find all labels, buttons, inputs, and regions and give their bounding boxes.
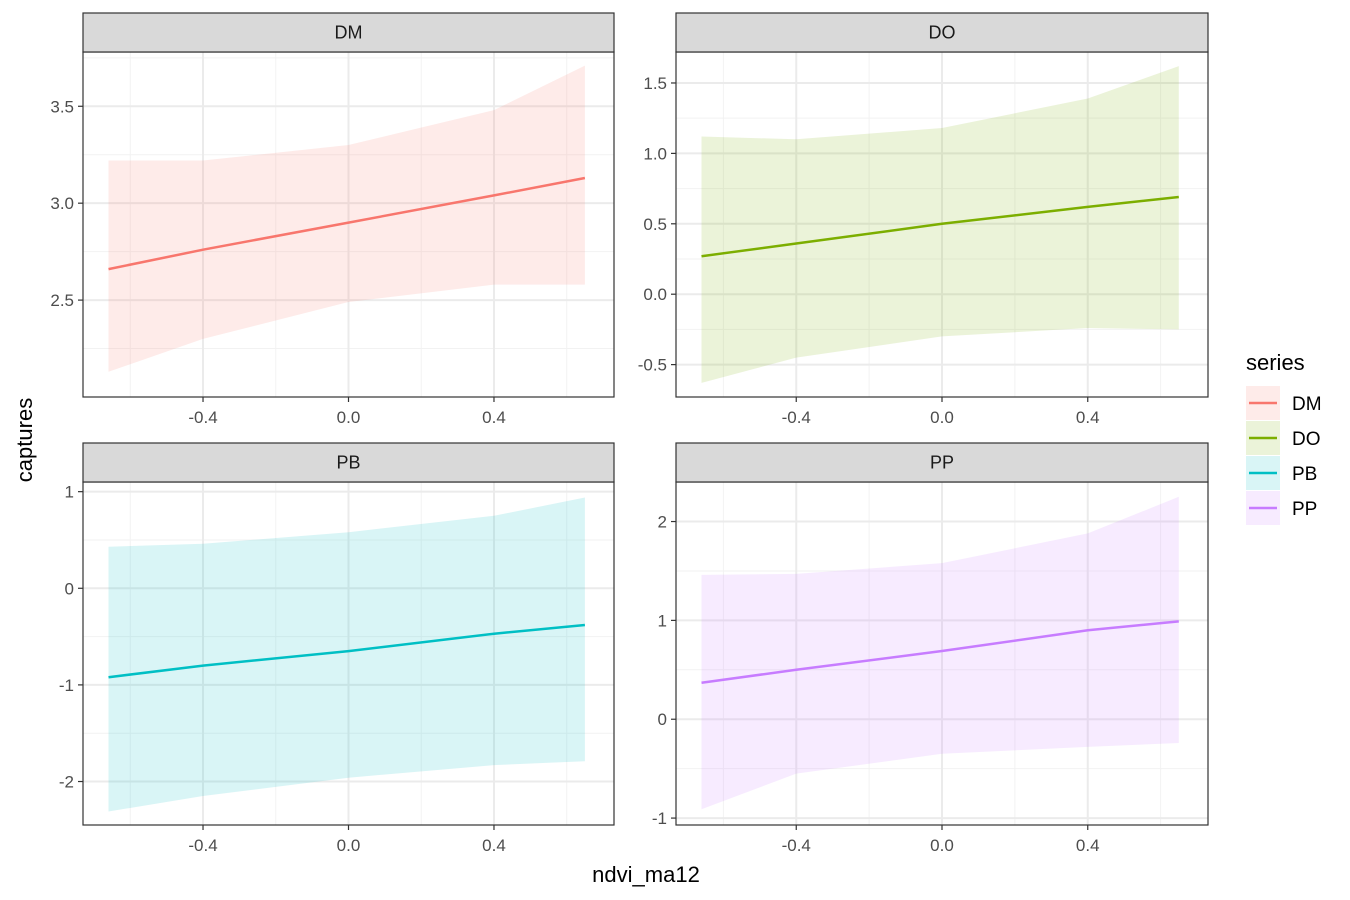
confidence-ribbon-pp — [701, 496, 1179, 810]
y-tick-label: 1.0 — [643, 144, 667, 163]
panel-pp: PP -1 0 1 2 -0.4 0.0 0.4 — [652, 442, 1209, 855]
y-tick-label: 0.0 — [643, 285, 667, 304]
y-tick-label: 1.5 — [643, 74, 667, 93]
y-tick-label: -0.5 — [638, 356, 667, 375]
panel-do: DO -0.5 0.0 0.5 1.0 1.5 -0.4 0.0 0.4 — [638, 12, 1209, 427]
y-tick-label: 2.5 — [50, 291, 74, 310]
confidence-ribbon-dm — [108, 65, 585, 372]
confidence-ribbon-pb — [108, 497, 585, 812]
x-tick-label: 0.4 — [482, 836, 506, 855]
series-line-do — [701, 195, 1179, 258]
legend-item-pb: PB — [1246, 456, 1317, 490]
x-tick-label: -0.4 — [188, 408, 217, 427]
legend-title: series — [1246, 350, 1305, 375]
series-line-pb — [108, 623, 586, 679]
x-tick-label: 0.4 — [482, 408, 506, 427]
facet-strip — [82, 12, 615, 53]
legend-item-label: PB — [1292, 464, 1317, 485]
y-tick-label: 1 — [658, 611, 667, 630]
y-tick-label: -1 — [59, 676, 74, 695]
x-tick-label: 0.0 — [337, 408, 361, 427]
facet-strip-label: DO — [929, 23, 956, 43]
x-tick-label: 0.0 — [930, 408, 954, 427]
legend-item-label: PP — [1292, 499, 1317, 520]
x-tick-label: -0.4 — [782, 408, 811, 427]
y-tick-label: 3.0 — [50, 194, 74, 213]
x-axis-label: ndvi_ma12 — [592, 862, 700, 887]
legend-item-pp: PP — [1246, 491, 1317, 525]
y-tick-label: -2 — [59, 773, 74, 792]
x-tick-label: 0.0 — [930, 836, 954, 855]
y-tick-label: 1 — [65, 483, 74, 502]
x-tick-label: 0.0 — [337, 836, 361, 855]
y-tick-label: 0 — [65, 579, 74, 598]
y-axis-label: captures — [12, 398, 37, 482]
x-tick-label: 0.4 — [1076, 408, 1100, 427]
legend-item-label: DM — [1292, 394, 1322, 415]
x-tick-label: -0.4 — [188, 836, 217, 855]
legend: series DM DO PB PP — [1246, 350, 1322, 525]
y-tick-label: 2 — [658, 513, 667, 532]
chart-panels: DM 2.5 3.0 3.5 -0.4 0.0 0.4 DO -0.5 0.0 0.5 1.0 1.5 -… — [50, 12, 1209, 855]
facet-strip-label: DM — [335, 23, 363, 43]
facet-strip-label: PP — [930, 453, 954, 473]
panel-dm: DM 2.5 3.0 3.5 -0.4 0.0 0.4 — [50, 12, 615, 427]
y-tick-label: 3.5 — [50, 97, 74, 116]
panel-pb: PB -2 -1 0 1 -0.4 0.0 0.4 — [59, 442, 615, 855]
facet-strip — [675, 442, 1209, 483]
legend-item-do: DO — [1246, 421, 1321, 455]
y-tick-label: 0.5 — [643, 215, 667, 234]
x-tick-label: -0.4 — [782, 836, 811, 855]
legend-item-label: DO — [1292, 429, 1321, 450]
y-tick-label: -1 — [652, 809, 667, 828]
y-tick-label: 0 — [658, 710, 667, 729]
facet-strip — [675, 12, 1209, 53]
series-line-dm — [108, 176, 586, 271]
legend-item-dm: DM — [1246, 386, 1322, 420]
facet-strip — [82, 442, 615, 483]
series-line-pp — [701, 620, 1179, 684]
x-tick-label: 0.4 — [1076, 836, 1100, 855]
facet-strip-label: PB — [336, 453, 360, 473]
